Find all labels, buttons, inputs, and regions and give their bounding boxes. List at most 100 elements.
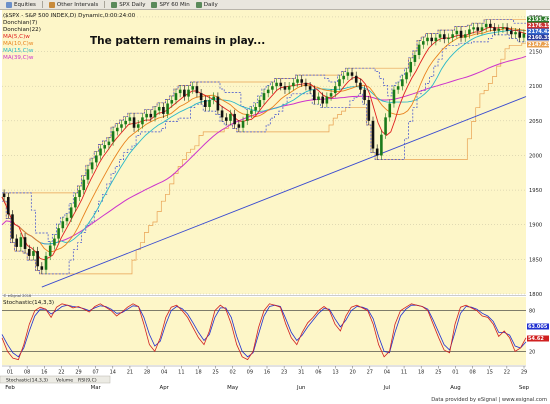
chart-icon xyxy=(111,1,118,8)
candle-body xyxy=(220,110,224,118)
candle-body xyxy=(233,113,236,125)
x-month-label: Sep xyxy=(519,385,530,391)
candle-body xyxy=(317,96,320,101)
candle-body xyxy=(430,37,433,42)
y-tick-label: 2000 xyxy=(529,153,542,159)
candle-body xyxy=(224,117,228,121)
stochastic-k-line xyxy=(1,303,527,361)
candle-body xyxy=(2,193,6,198)
candle-body xyxy=(250,110,253,114)
price-plot-area xyxy=(2,10,526,294)
candle-body xyxy=(388,103,392,118)
x-tick-label: 18 xyxy=(195,370,201,376)
x-month-label: Jun xyxy=(296,385,305,391)
candle-body xyxy=(145,113,148,118)
legend-ma39: MA(39,C)w xyxy=(3,55,34,61)
x-tick-label: 07 xyxy=(92,370,98,376)
trendline xyxy=(41,96,527,288)
ma-39-line xyxy=(1,55,527,245)
candle-body xyxy=(53,238,56,246)
x-tick-label: 14 xyxy=(110,370,116,376)
candle-body xyxy=(141,117,144,125)
chart-icon xyxy=(151,1,158,8)
candle-body xyxy=(359,82,362,90)
candle-body xyxy=(497,28,501,31)
price-badge xyxy=(527,41,549,48)
candle-body xyxy=(354,75,358,83)
candle-body xyxy=(241,120,245,128)
candle-body xyxy=(11,214,14,239)
candle-body xyxy=(115,127,119,132)
price-badge-label: 2174.42 xyxy=(528,29,550,35)
y-tick-label: 1950 xyxy=(529,188,542,194)
candle-body xyxy=(279,82,283,87)
legend-ma10: MA(10,C)w xyxy=(3,41,34,47)
stochastic-badge xyxy=(527,335,549,342)
candle-body xyxy=(501,27,505,29)
candle-body xyxy=(275,82,278,87)
candle-body xyxy=(371,120,375,149)
candle-body xyxy=(417,44,421,56)
y-tick-label: 1900 xyxy=(529,223,542,229)
candle-body xyxy=(455,30,459,35)
candle-body xyxy=(333,86,337,94)
stochastic-tick-label: 20 xyxy=(529,349,535,355)
toolbar-label: Daily xyxy=(203,1,218,8)
candle-body xyxy=(380,134,383,156)
toolbar-separator xyxy=(104,1,106,8)
toolbar-label: SPY 60 Min xyxy=(159,1,190,8)
x-tick-label: 22 xyxy=(504,370,510,376)
x-month-label: Apr xyxy=(160,385,170,391)
x-tick-label: 04 xyxy=(161,370,167,376)
candle-body xyxy=(300,79,304,83)
stochastic-tick-label: 80 xyxy=(529,309,535,315)
candle-body xyxy=(178,89,182,94)
candle-body xyxy=(99,148,102,156)
candle-body xyxy=(237,124,241,128)
ma-5-line xyxy=(1,26,527,261)
toolbar-item-daily[interactable]: Daily xyxy=(195,1,218,8)
candle-body xyxy=(405,72,408,80)
tab-volume[interactable]: Volume xyxy=(56,378,73,384)
price-chart[interactable]: 1800185019001950200020502100215022008020… xyxy=(0,10,550,404)
candle-body xyxy=(19,237,23,247)
tab-rsi[interactable]: RSI(9,C) xyxy=(78,378,97,384)
x-axis-area xyxy=(0,366,550,386)
candle-body xyxy=(434,37,438,42)
candle-body xyxy=(438,34,442,38)
candle-body xyxy=(484,23,488,28)
candle-body xyxy=(451,34,454,38)
candle-body xyxy=(183,89,186,97)
x-tick-label: 02 xyxy=(230,370,236,376)
candle-body xyxy=(229,113,232,121)
candle-body xyxy=(505,27,509,31)
x-tick-label: 25 xyxy=(435,370,441,376)
candle-body xyxy=(463,34,467,38)
candle-body xyxy=(363,89,366,101)
x-tick-label: 16 xyxy=(264,370,270,376)
toolbar-item-spy-60-min[interactable]: SPY 60 Min xyxy=(151,1,190,8)
candle-body xyxy=(489,23,492,28)
x-tick-label: 04 xyxy=(384,370,390,376)
candle-body xyxy=(57,228,60,239)
tab-stochastic[interactable]: Stochastic(14,3,3) xyxy=(6,378,48,384)
toolbar-item-spx-daily[interactable]: SPX Daily xyxy=(111,1,145,8)
candle-body xyxy=(254,106,257,111)
annotation-text: The pattern remains in play... xyxy=(90,35,265,47)
candle-body xyxy=(472,27,475,30)
toolbar-item-equities[interactable]: Equities xyxy=(6,1,36,8)
candle-body xyxy=(421,41,425,45)
candle-body xyxy=(287,86,291,90)
candle-body xyxy=(522,33,526,38)
candle-body xyxy=(292,82,295,87)
candle-body xyxy=(149,113,153,118)
toolbar-label: Equities xyxy=(14,1,36,8)
candle-body xyxy=(514,32,517,35)
candle-body xyxy=(170,100,174,104)
candle-body xyxy=(44,255,48,270)
price-badge xyxy=(527,28,549,35)
toolbar-item-other-intervals[interactable]: Other Intervals xyxy=(48,1,98,8)
price-badge xyxy=(527,16,549,23)
stochastic-plot-area xyxy=(2,297,526,365)
small-copyright: © eSignal 2016 xyxy=(3,294,32,298)
